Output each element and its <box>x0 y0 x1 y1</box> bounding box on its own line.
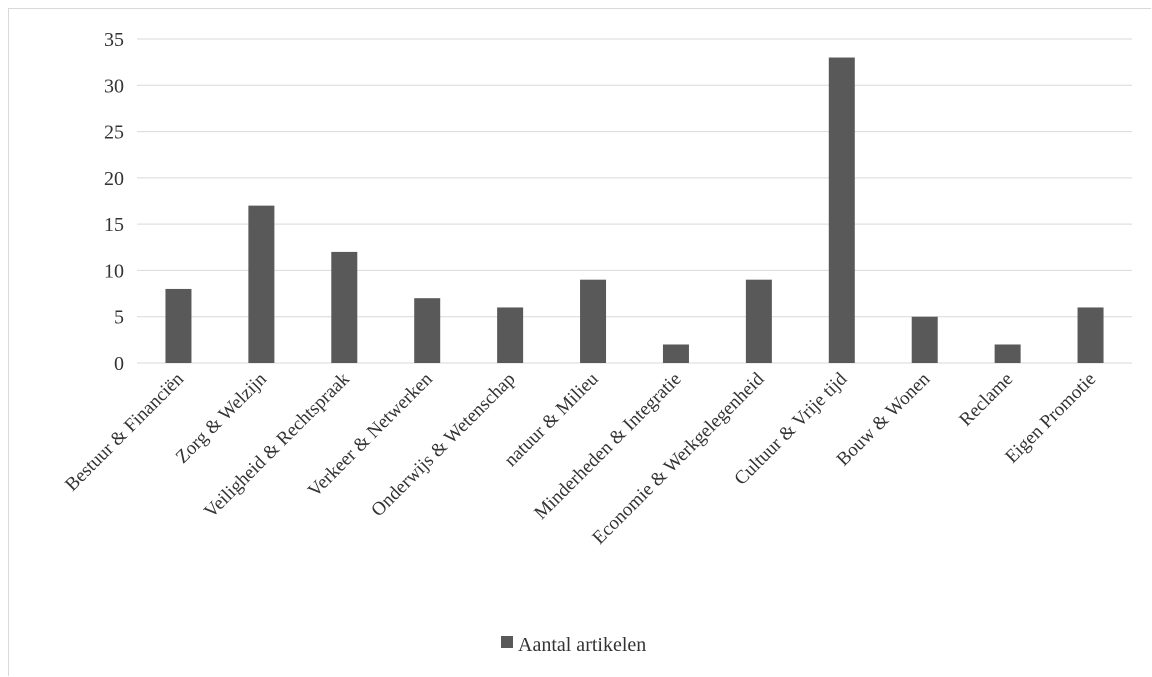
gridlines <box>137 38 1132 364</box>
x-tick-label: Minderheden & Integratie <box>530 369 685 524</box>
bar <box>331 251 358 363</box>
bar <box>662 344 689 363</box>
y-tick-label: 15 <box>104 214 124 236</box>
legend-swatch <box>501 636 513 648</box>
bar <box>580 279 607 363</box>
bar <box>911 316 938 363</box>
bar <box>414 298 441 363</box>
bar <box>994 344 1021 363</box>
bar <box>745 279 772 363</box>
bar <box>248 205 275 363</box>
y-axis-tick-labels: 0 5 10 15 20 25 30 35 <box>104 29 124 375</box>
y-tick-label: 20 <box>104 168 124 190</box>
x-tick-label: Veiligheid & Rechtspraak <box>200 368 354 522</box>
bars <box>165 57 1104 364</box>
x-tick-label: Economie & Werkgelegenheid <box>588 368 768 548</box>
y-tick-label: 10 <box>104 260 124 282</box>
y-tick-label: 35 <box>104 29 124 51</box>
bar <box>828 57 855 364</box>
chart-frame <box>8 8 1151 676</box>
y-tick-label: 5 <box>114 307 124 329</box>
y-tick-label: 25 <box>104 122 124 144</box>
legend-label: Aantal artikelen <box>518 634 646 656</box>
bar <box>1077 307 1104 363</box>
legend: Aantal artikelen <box>501 634 646 656</box>
x-tick-label: Onderwijs & Wetenschap <box>367 369 519 521</box>
bar <box>497 307 524 363</box>
y-tick-label: 30 <box>104 75 124 97</box>
x-tick-label: Bestuur & Financiën <box>61 368 188 495</box>
x-tick-label: Reclame <box>955 369 1017 431</box>
bar <box>165 288 192 363</box>
y-tick-label: 0 <box>114 353 124 375</box>
